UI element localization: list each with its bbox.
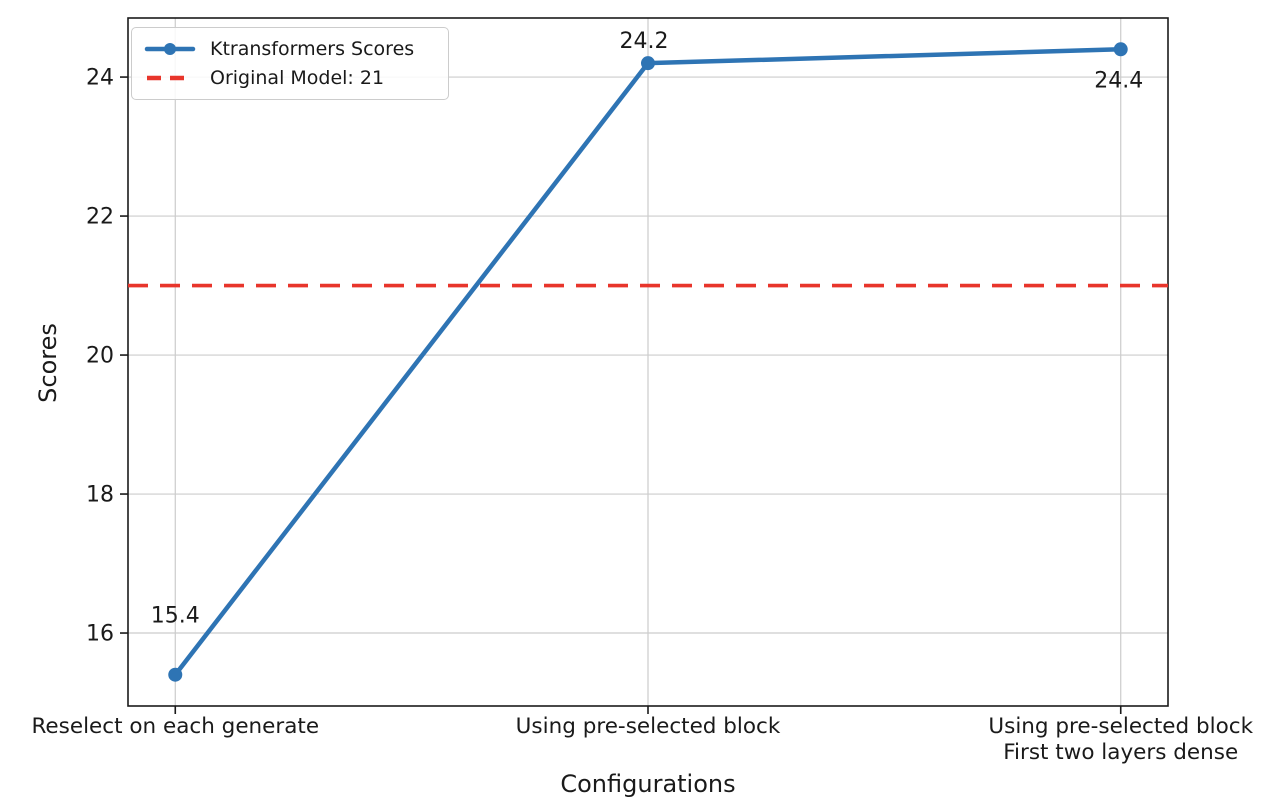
data-label: 15.4: [151, 604, 200, 629]
gridlines: [128, 18, 1168, 706]
x-tick-label: Reselect on each generate: [31, 714, 319, 739]
legend-item-series: Ktransformers Scores: [144, 38, 436, 60]
data-label: 24.4: [1094, 68, 1143, 93]
y-tick-label: 16: [86, 622, 114, 647]
legend: Ktransformers Scores Original Model: 21: [131, 27, 449, 100]
y-tick-label: 24: [86, 66, 114, 91]
x-tick-label: First two layers dense: [1003, 740, 1238, 765]
solid-line-marker-icon: [144, 43, 196, 55]
y-tick-label: 20: [86, 344, 114, 369]
data-label: 24.2: [620, 29, 669, 54]
x-tick-label: Using pre-selected block: [988, 714, 1253, 739]
y-tick-label: 18: [86, 483, 114, 508]
series-line: [168, 42, 1128, 682]
series-point-marker: [168, 667, 183, 682]
data-labels: 15.4 24.2 24.4: [151, 29, 1143, 629]
series-point-marker: [1113, 42, 1128, 57]
x-axis-label: Configurations: [560, 770, 735, 798]
legend-item-label: Ktransformers Scores: [210, 38, 415, 60]
tick-labels: 16 18 20 22 24 Reselect on each generate Using…: [31, 66, 1253, 765]
x-tick-label: Using pre-selected block: [516, 714, 781, 739]
y-axis-label: Scores: [34, 323, 62, 403]
dashed-line-icon: [147, 75, 193, 81]
legend-item-label: Original Model: 21: [210, 67, 385, 89]
series-point-marker: [641, 56, 655, 71]
axis-ticks: [120, 76, 1122, 714]
y-tick-label: 22: [86, 205, 114, 230]
legend-item-reference: Original Model: 21: [144, 67, 436, 89]
